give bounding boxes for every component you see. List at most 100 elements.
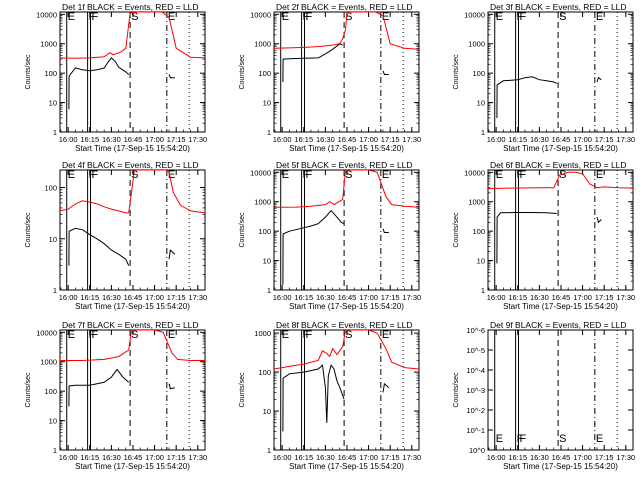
panel-det-9: Det 9f BLACK = Events, RED = LLD 10^0 10^-… [453, 320, 635, 471]
x-tick-label: 16:30 [102, 453, 121, 462]
panel-title: Det 2f BLACK = Events, RED = LLD [276, 2, 413, 12]
marker-letter: E [382, 329, 389, 341]
marker-letter: E [168, 329, 175, 341]
series-line-events [68, 227, 130, 266]
plot-frame [59, 329, 206, 451]
y-tick-label: 10^-1 [466, 426, 485, 435]
series-line-events [382, 228, 389, 233]
x-tick-label: 16:30 [316, 135, 335, 144]
y-tick-label: 10000 [250, 168, 271, 177]
y-tick-label: 1000 [40, 40, 57, 49]
y-tick-label: 1 [53, 128, 57, 137]
x-axis-label: Start Time (17-Sep-15 15:54:20) [289, 144, 404, 153]
y-tick-label: 10 [263, 257, 271, 266]
panel-det-3: Det 3f BLACK = Events, RED = LLD 1 10 100 10… [453, 2, 635, 153]
marker-letter: E [168, 169, 175, 181]
x-tick-label: 17:15 [595, 453, 614, 462]
y-tick-label: 10 [49, 417, 57, 426]
x-tick-label: 17:15 [595, 293, 614, 302]
marker-letter: E [168, 11, 175, 23]
x-tick-label: 17:15 [167, 453, 186, 462]
x-tick-label: 17:30 [616, 293, 635, 302]
x-tick-label: 17:15 [381, 293, 400, 302]
marker-letter: F [91, 11, 98, 23]
x-tick-label: 17:30 [402, 453, 421, 462]
series-line-events [282, 209, 345, 285]
y-tick-label: 100 [44, 387, 57, 396]
x-tick-label: 16:45 [124, 135, 143, 144]
y-tick-label: 10^-4 [466, 366, 485, 375]
y-axis-label: Counts/sec [25, 54, 32, 90]
marker-letter: E [282, 11, 289, 23]
series-line-lld [60, 330, 205, 361]
x-tick-label: 16:30 [316, 293, 335, 302]
marker-letter: S [131, 329, 138, 341]
x-tick-label: 16:15 [80, 135, 99, 144]
x-tick-label: 16:30 [530, 135, 549, 144]
x-tick-label: 16:15 [294, 135, 313, 144]
marker-letter: S [559, 169, 566, 181]
panel-det-7: Det 7f BLACK = Events, RED = LLD 1 10 100 10… [25, 320, 207, 471]
x-tick-label: 16:00 [487, 135, 506, 144]
panel-det-5: Det 5f BLACK = Events, RED = LLD 1 10 100 10… [239, 160, 421, 311]
series-line-lld [60, 12, 205, 59]
x-tick-label: 16:30 [102, 135, 121, 144]
marker-letter: E [496, 11, 503, 23]
y-tick-label: 100 [258, 368, 271, 377]
y-axis-label: Counts/sec [453, 372, 460, 408]
y-axis-label: Counts/sec [239, 372, 246, 408]
marker-letter: E [282, 329, 289, 341]
x-tick-label: 16:45 [124, 453, 143, 462]
x-tick-label: 17:15 [167, 293, 186, 302]
series-line-events [496, 76, 557, 119]
series-line-events [282, 364, 345, 432]
x-tick-label: 16:45 [552, 293, 571, 302]
marker-letter: F [89, 11, 96, 23]
x-tick-label: 16:45 [338, 293, 357, 302]
panel-title: Det 5f BLACK = Events, RED = LLD [276, 160, 413, 170]
marker-letter: E [496, 169, 503, 181]
x-tick-label: 16:15 [80, 293, 99, 302]
series-line-lld [488, 171, 633, 190]
panel-title: Det 6f BLACK = Events, RED = LLD [490, 160, 627, 170]
y-tick-label: 1000 [40, 358, 57, 367]
y-tick-label: 100 [472, 227, 485, 236]
y-tick-label: 100 [472, 69, 485, 78]
x-tick-label: 16:15 [80, 453, 99, 462]
x-tick-label: 17:15 [167, 135, 186, 144]
x-tick-label: 17:30 [188, 135, 207, 144]
x-tick-label: 16:45 [552, 453, 571, 462]
series-line-lld [274, 170, 419, 208]
panel-title: Det 4f BLACK = Events, RED = LLD [62, 160, 199, 170]
y-tick-label: 10 [477, 257, 485, 266]
y-tick-label: 100 [44, 69, 57, 78]
y-tick-label: 10 [477, 99, 485, 108]
y-tick-label: 1 [267, 128, 271, 137]
x-tick-label: 17:30 [402, 135, 421, 144]
x-tick-label: 17:30 [616, 453, 635, 462]
marker-letter: E [282, 169, 289, 181]
x-tick-label: 16:00 [59, 293, 78, 302]
x-tick-label: 16:15 [508, 293, 527, 302]
panel-det-2: Det 2f BLACK = Events, RED = LLD 1 10 100 10… [239, 2, 421, 153]
x-tick-label: 16:15 [508, 135, 527, 144]
x-axis-label: Start Time (17-Sep-15 15:54:20) [75, 302, 190, 311]
x-axis-label: Start Time (17-Sep-15 15:54:20) [503, 462, 618, 471]
plot-frame [273, 11, 420, 133]
x-tick-label: 17:15 [595, 135, 614, 144]
series-line-events [382, 70, 389, 75]
x-tick-label: 16:00 [273, 453, 292, 462]
plot-frame [273, 329, 420, 451]
marker-letter: F [89, 169, 96, 181]
y-tick-label: 10000 [464, 10, 485, 19]
y-axis-label: Counts/sec [239, 212, 246, 248]
series-line-events [68, 368, 130, 407]
y-tick-label: 1 [267, 446, 271, 455]
marker-letter: S [345, 11, 352, 23]
y-axis-label: Counts/sec [453, 212, 460, 248]
y-tick-label: 10000 [250, 10, 271, 19]
x-axis-label: Start Time (17-Sep-15 15:54:20) [503, 302, 618, 311]
marker-letter: E [382, 169, 389, 181]
panel-title: Det 3f BLACK = Events, RED = LLD [490, 2, 627, 12]
series-line-events [168, 383, 175, 390]
